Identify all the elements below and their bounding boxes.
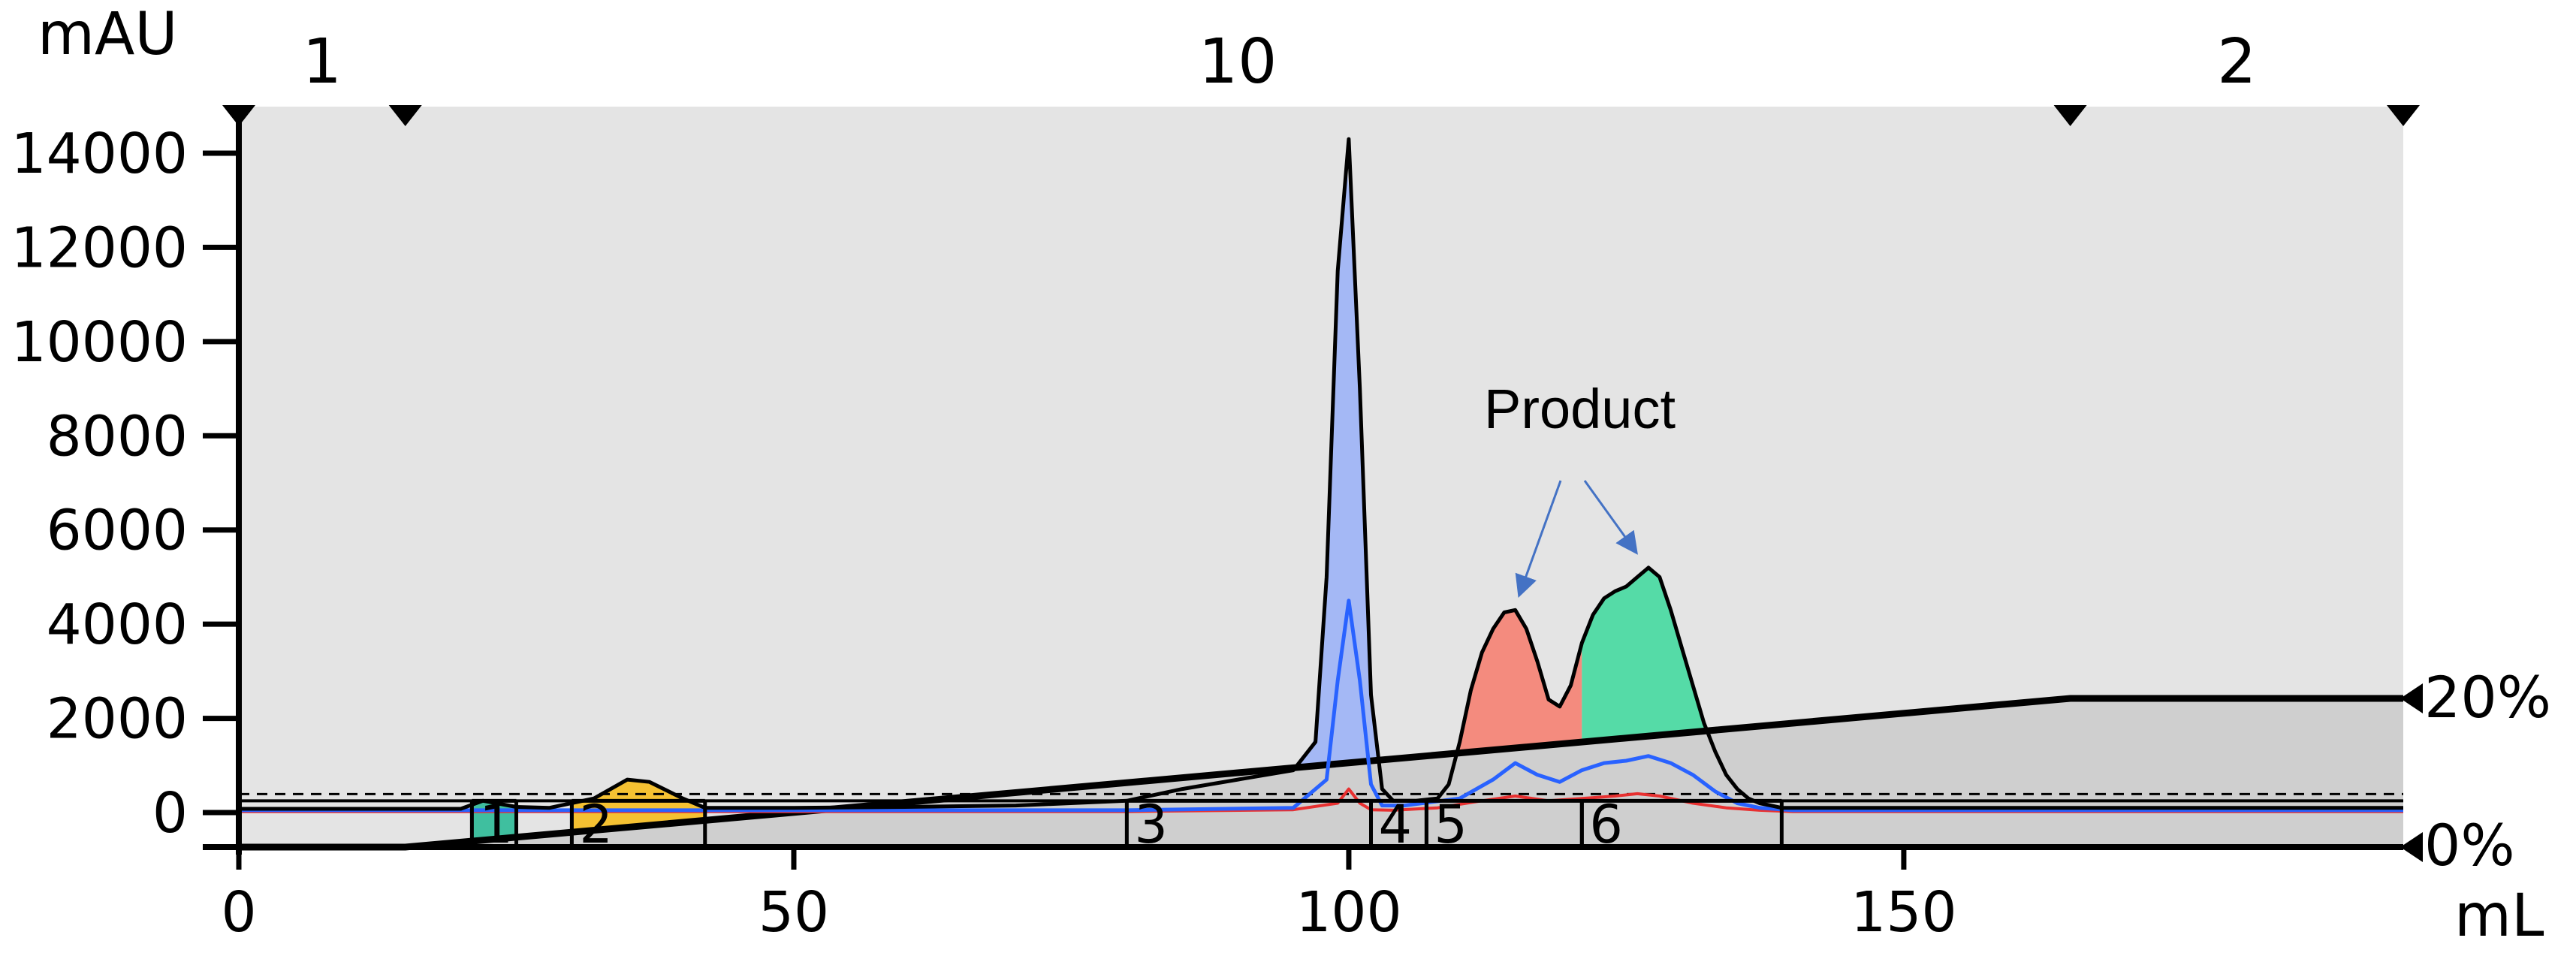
fraction-label: 2 <box>579 794 613 855</box>
y-tick-label: 2000 <box>47 687 188 752</box>
annotation-arrow <box>1515 480 1562 598</box>
y-tick-label: 0 <box>152 781 188 846</box>
fraction-label: 5 <box>1434 794 1467 855</box>
gradient-label-top: 20% <box>2424 664 2551 731</box>
x-tick-label: 50 <box>759 880 829 945</box>
annotation-text: Product <box>1484 378 1676 440</box>
x-tick-label: 100 <box>1296 880 1401 945</box>
y-tick-label: 4000 <box>47 593 188 657</box>
series-3-line <box>239 787 2403 813</box>
x-axis-unit: mL <box>2454 882 2544 950</box>
gradient-label-bottom: 0% <box>2424 812 2515 879</box>
y-axis-unit: mAU <box>38 1 177 68</box>
phase-label: 1 <box>303 26 342 98</box>
y-tick-label: 14000 <box>11 122 188 186</box>
y-tick-label: 10000 <box>11 310 188 375</box>
fraction-label: 1 <box>479 794 513 855</box>
phase-label: 2 <box>2217 26 2256 98</box>
y-tick-label: 6000 <box>47 499 188 563</box>
series-1-line <box>239 137 2403 811</box>
series-2-line <box>239 599 2403 813</box>
phase-marker <box>2053 105 2087 126</box>
phase-marker <box>222 105 255 126</box>
x-tick-label: 0 <box>221 880 256 945</box>
phase-marker <box>2387 105 2420 126</box>
fraction-label: 3 <box>1134 794 1168 855</box>
gradient-end-marker <box>2400 683 2423 713</box>
phase-marker <box>388 105 422 126</box>
gradient-end-marker <box>2400 832 2423 862</box>
y-tick-label: 8000 <box>47 404 188 469</box>
y-tick-label: 12000 <box>11 216 188 280</box>
annotation-arrow <box>1583 480 1638 555</box>
fraction-label: 6 <box>1589 794 1623 855</box>
x-tick-label: 150 <box>1851 880 1956 945</box>
fraction-label: 4 <box>1379 794 1413 855</box>
phase-label: 10 <box>1199 26 1277 98</box>
